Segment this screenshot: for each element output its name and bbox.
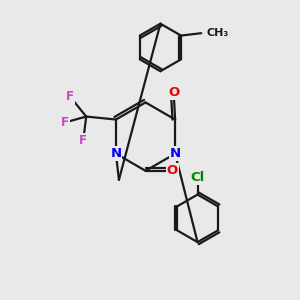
Text: CH₃: CH₃ bbox=[207, 28, 229, 38]
Text: O: O bbox=[168, 86, 179, 99]
Text: N: N bbox=[110, 147, 122, 160]
Text: F: F bbox=[61, 116, 69, 129]
Text: Cl: Cl bbox=[190, 171, 205, 184]
Text: O: O bbox=[167, 164, 178, 177]
Text: F: F bbox=[66, 90, 74, 103]
Text: F: F bbox=[79, 134, 87, 147]
Text: N: N bbox=[169, 147, 181, 160]
